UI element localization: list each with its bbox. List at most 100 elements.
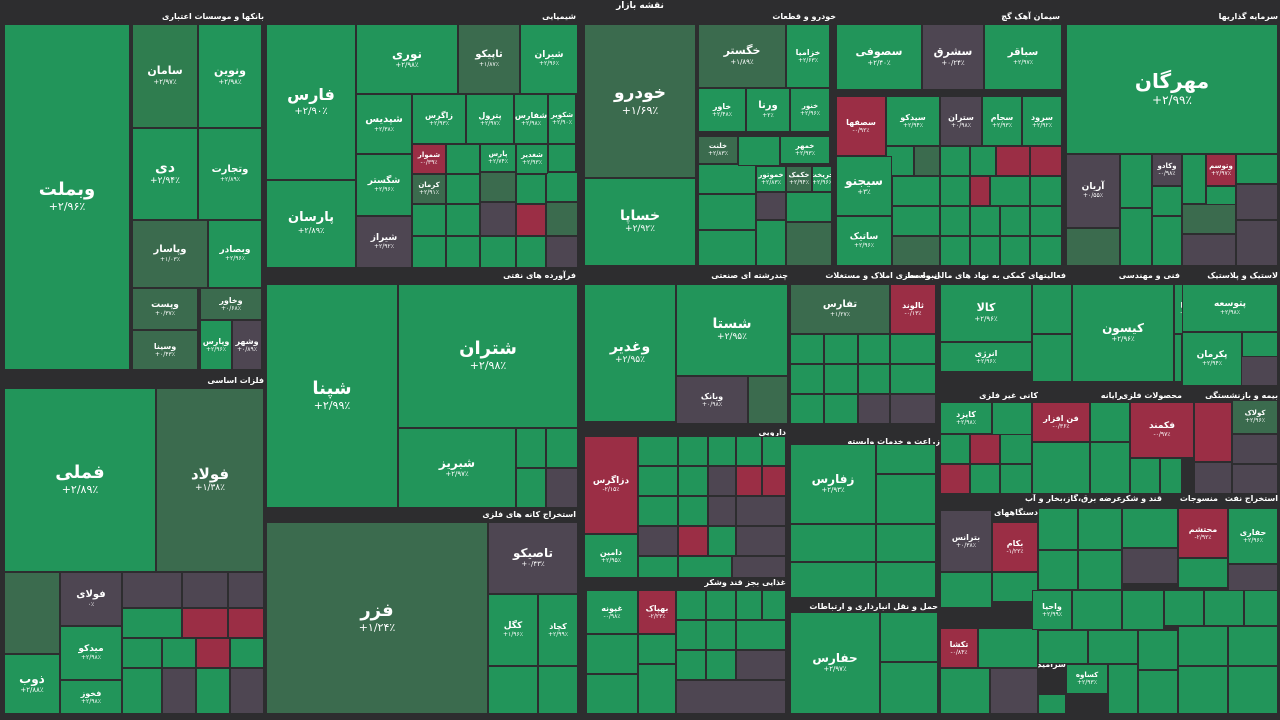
minor-ticker-tile[interactable] xyxy=(738,136,780,166)
ticker-tile[interactable]: نوری +۲/۹۸٪ xyxy=(356,24,458,94)
minor-ticker-tile[interactable] xyxy=(446,204,480,236)
minor-ticker-tile[interactable] xyxy=(228,572,264,608)
minor-ticker-tile[interactable] xyxy=(586,674,638,714)
minor-ticker-tile[interactable] xyxy=(736,590,762,620)
minor-ticker-tile[interactable] xyxy=(914,146,940,176)
minor-ticker-tile[interactable] xyxy=(790,364,824,394)
minor-ticker-tile[interactable] xyxy=(732,556,786,578)
ticker-tile[interactable]: پارس +۲/۷۴٪ xyxy=(480,144,516,172)
minor-ticker-tile[interactable] xyxy=(708,526,736,556)
ticker-tile[interactable]: پترول +۲/۹۷٪ xyxy=(466,94,514,144)
minor-ticker-tile[interactable] xyxy=(890,364,936,394)
minor-ticker-tile[interactable] xyxy=(762,590,786,620)
minor-ticker-tile[interactable] xyxy=(940,206,970,236)
minor-ticker-tile[interactable] xyxy=(538,666,578,714)
minor-ticker-tile[interactable] xyxy=(970,236,1000,266)
ticker-tile[interactable]: سیجنو +۳٪ xyxy=(836,156,892,216)
minor-ticker-tile[interactable] xyxy=(940,434,970,464)
ticker-tile[interactable]: سجام +۲/۹۳٪ xyxy=(982,96,1022,146)
minor-ticker-tile[interactable] xyxy=(446,236,480,268)
minor-ticker-tile[interactable] xyxy=(978,628,1038,668)
ticker-tile[interactable]: وتوسم +۲/۹۷٪ xyxy=(1206,154,1236,186)
ticker-tile[interactable]: شفارس +۲/۹۸٪ xyxy=(514,94,548,144)
minor-ticker-tile[interactable] xyxy=(446,144,480,174)
ticker-tile[interactable]: کولاک +۲/۹۶٪ xyxy=(1232,400,1278,434)
ticker-tile[interactable]: ساتیک +۲/۹۶٪ xyxy=(836,216,892,266)
minor-ticker-tile[interactable] xyxy=(1182,204,1236,234)
ticker-tile[interactable]: ورنا +۲٪ xyxy=(746,88,790,132)
ticker-tile[interactable]: خمهر +۲/۹۳٪ xyxy=(780,136,830,164)
ticker-tile[interactable]: وپارس +۲/۹۶٪ xyxy=(200,320,232,370)
minor-ticker-tile[interactable] xyxy=(890,334,936,364)
minor-ticker-tile[interactable] xyxy=(1066,228,1120,266)
minor-ticker-tile[interactable] xyxy=(1120,208,1152,266)
minor-ticker-tile[interactable] xyxy=(678,556,732,578)
minor-ticker-tile[interactable] xyxy=(488,666,538,714)
ticker-tile[interactable]: فخوز +۲/۹۸٪ xyxy=(60,680,122,714)
ticker-tile[interactable]: محتشم -۲/۹۲٪ xyxy=(1178,508,1228,558)
minor-ticker-tile[interactable] xyxy=(230,668,264,714)
minor-ticker-tile[interactable] xyxy=(446,174,480,204)
minor-ticker-tile[interactable] xyxy=(546,236,578,268)
minor-ticker-tile[interactable] xyxy=(858,394,890,424)
minor-ticker-tile[interactable] xyxy=(940,176,970,206)
minor-ticker-tile[interactable] xyxy=(1122,548,1178,584)
minor-ticker-tile[interactable] xyxy=(1120,154,1152,208)
ticker-tile[interactable]: ونوین +۲/۹۸٪ xyxy=(198,24,262,128)
minor-ticker-tile[interactable] xyxy=(756,192,786,220)
minor-ticker-tile[interactable] xyxy=(706,620,736,650)
minor-ticker-tile[interactable] xyxy=(1072,590,1122,630)
ticker-tile[interactable]: حفارس +۲/۹۷٪ xyxy=(790,612,880,714)
minor-ticker-tile[interactable] xyxy=(638,496,678,526)
ticker-tile[interactable]: تاپیکو +۱/۸۷٪ xyxy=(458,24,520,94)
minor-ticker-tile[interactable] xyxy=(970,176,990,206)
minor-ticker-tile[interactable] xyxy=(1244,590,1278,626)
minor-ticker-tile[interactable] xyxy=(1090,402,1130,442)
minor-ticker-tile[interactable] xyxy=(990,668,1038,714)
ticker-tile[interactable]: شپنا +۲/۹۹٪ xyxy=(266,284,398,508)
ticker-tile[interactable]: خساپا +۲/۹۲٪ xyxy=(584,178,696,266)
minor-ticker-tile[interactable] xyxy=(1088,630,1138,664)
minor-ticker-tile[interactable] xyxy=(412,236,446,268)
ticker-tile[interactable]: خریخت+۲/۹۶٪ xyxy=(812,166,832,192)
minor-ticker-tile[interactable] xyxy=(676,590,706,620)
ticker-tile[interactable]: سیدکو +۲/۹۴٪ xyxy=(886,96,940,146)
ticker-tile[interactable]: شستا +۲/۹۵٪ xyxy=(676,284,788,376)
minor-ticker-tile[interactable] xyxy=(162,668,196,714)
minor-ticker-tile[interactable] xyxy=(676,650,706,680)
minor-ticker-tile[interactable] xyxy=(546,172,578,202)
ticker-tile[interactable]: پارسان +۲/۸۹٪ xyxy=(266,180,356,268)
ticker-tile[interactable]: دزاگرس -۲/۱۵٪ xyxy=(584,436,638,534)
minor-ticker-tile[interactable] xyxy=(412,204,446,236)
minor-ticker-tile[interactable] xyxy=(1038,508,1078,550)
minor-ticker-tile[interactable] xyxy=(122,608,182,638)
minor-ticker-tile[interactable] xyxy=(122,668,162,714)
minor-ticker-tile[interactable] xyxy=(1232,434,1278,464)
minor-ticker-tile[interactable] xyxy=(546,428,578,468)
minor-ticker-tile[interactable] xyxy=(196,668,230,714)
minor-ticker-tile[interactable] xyxy=(1038,550,1078,590)
ticker-tile[interactable]: خموتور +۲/۸۳٪ xyxy=(756,166,786,192)
minor-ticker-tile[interactable] xyxy=(748,376,788,424)
ticker-tile[interactable]: شگستر +۲/۹۶٪ xyxy=(356,154,412,216)
minor-ticker-tile[interactable] xyxy=(1000,464,1032,494)
ticker-tile[interactable]: سشرق +۰/۲۴٪ xyxy=(922,24,984,90)
ticker-tile[interactable]: دی +۲/۹۴٪ xyxy=(132,128,198,220)
minor-ticker-tile[interactable] xyxy=(786,192,832,222)
ticker-tile[interactable]: فارس +۲/۹۰٪ xyxy=(266,24,356,180)
minor-ticker-tile[interactable] xyxy=(706,650,736,680)
minor-ticker-tile[interactable] xyxy=(706,590,736,620)
ticker-tile[interactable]: زاگرس +۲/۹۳٪ xyxy=(412,94,466,144)
ticker-tile[interactable]: کگل +۱/۹۶٪ xyxy=(488,594,538,666)
ticker-tile[interactable]: شیراز +۲/۹۲٪ xyxy=(356,216,412,268)
minor-ticker-tile[interactable] xyxy=(182,608,228,638)
minor-ticker-tile[interactable] xyxy=(1032,284,1072,334)
minor-ticker-tile[interactable] xyxy=(1030,146,1062,176)
ticker-tile[interactable]: تاصیکو +۰/۴۳٪ xyxy=(488,522,578,594)
ticker-tile[interactable]: پتوسعه +۲/۹۸٪ xyxy=(1182,284,1278,332)
ticker-tile[interactable]: تکشا -۰/۸۴٪ xyxy=(940,628,978,668)
ticker-tile[interactable]: شپدیس +۲/۳۸٪ xyxy=(356,94,412,154)
minor-ticker-tile[interactable] xyxy=(1108,664,1138,714)
minor-ticker-tile[interactable] xyxy=(1178,666,1228,714)
ticker-tile[interactable]: شغدیر +۲/۹۳٪ xyxy=(516,144,548,174)
